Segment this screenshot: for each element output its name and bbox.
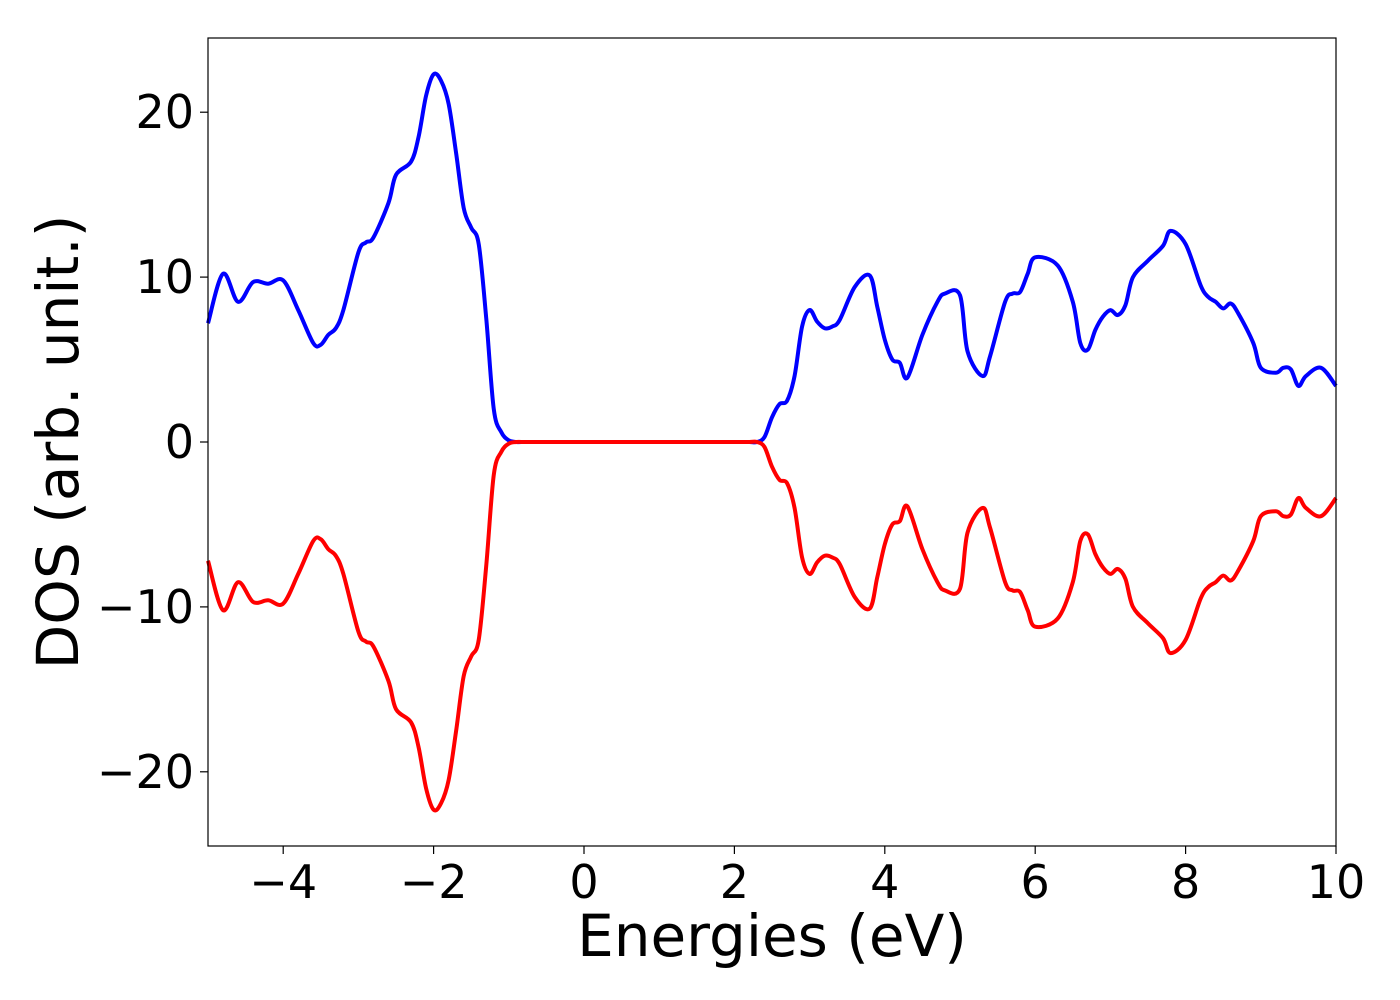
series-line-red	[206, 439, 1338, 813]
y-axis-ticks: −20 −10 0 10 20	[97, 85, 208, 799]
y-tick-label: −20	[97, 745, 194, 799]
x-tick-label: −4	[249, 855, 317, 909]
x-axis-ticks: −4 −2 0 2 4 6 8 10	[249, 846, 1365, 909]
x-tick-label: 2	[720, 855, 749, 909]
y-tick-label: 0	[165, 415, 194, 469]
x-tick-label: 0	[569, 855, 598, 909]
y-tick-label: 20	[135, 85, 194, 139]
y-tick-label: −10	[97, 580, 194, 634]
x-tick-label: −2	[400, 855, 468, 909]
y-axis-label: DOS (arb. unit.)	[24, 215, 92, 670]
series-line-blue	[206, 71, 1338, 445]
x-tick-label: 8	[1171, 855, 1200, 909]
x-tick-label: 6	[1021, 855, 1050, 909]
plot-frame	[207, 37, 1337, 847]
x-axis-label: Energies (eV)	[577, 902, 967, 970]
series-group	[206, 71, 1338, 813]
x-tick-label: 10	[1307, 855, 1366, 909]
plot-area	[208, 38, 1336, 846]
x-tick-label: 4	[870, 855, 899, 909]
y-tick-label: 10	[135, 250, 194, 304]
